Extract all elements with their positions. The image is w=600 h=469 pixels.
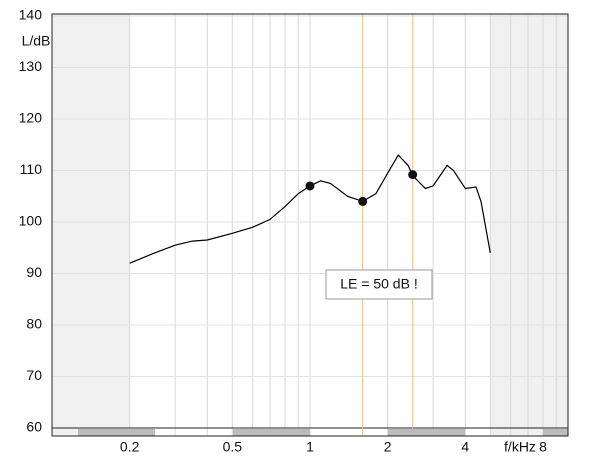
y-tick-label: 110	[20, 161, 43, 177]
bottom-strip	[78, 429, 568, 436]
strip-segment	[78, 429, 155, 436]
shaded-range	[52, 14, 130, 436]
x-tick-label: 0.2	[120, 439, 140, 455]
y-tick-label: 120	[19, 110, 43, 126]
frame	[51, 13, 569, 437]
annotation-box	[325, 269, 433, 300]
shaded-range	[490, 14, 568, 436]
plot-area	[52, 14, 568, 436]
annotation: LE = 50 dB !	[340, 276, 417, 292]
x-tick-label: 4	[461, 439, 469, 455]
y-tick-label: 80	[26, 316, 42, 332]
strip-segment	[233, 429, 310, 436]
x-tick-label: 2	[384, 439, 392, 455]
response-curve	[129, 154, 491, 264]
y-tick-label: 60	[26, 419, 42, 435]
y-tick-label: 90	[26, 264, 42, 280]
data-point	[408, 170, 418, 180]
y-tick-label: 100	[19, 213, 43, 229]
y-tick-label: 70	[26, 367, 42, 383]
x-tick-label: 8	[539, 439, 547, 455]
x-axis-label: f/kHz	[504, 439, 536, 455]
strip-segment	[388, 429, 465, 436]
data-point	[358, 196, 368, 206]
strip-segment	[543, 429, 568, 436]
y-tick-label: 130	[19, 58, 43, 74]
x-tick-label: 1	[306, 439, 314, 455]
y-axis-label: L/dB	[22, 33, 51, 49]
data-point	[305, 181, 315, 191]
x-tick-label: 0.5	[223, 439, 243, 455]
y-tick-label: 140	[19, 7, 43, 23]
